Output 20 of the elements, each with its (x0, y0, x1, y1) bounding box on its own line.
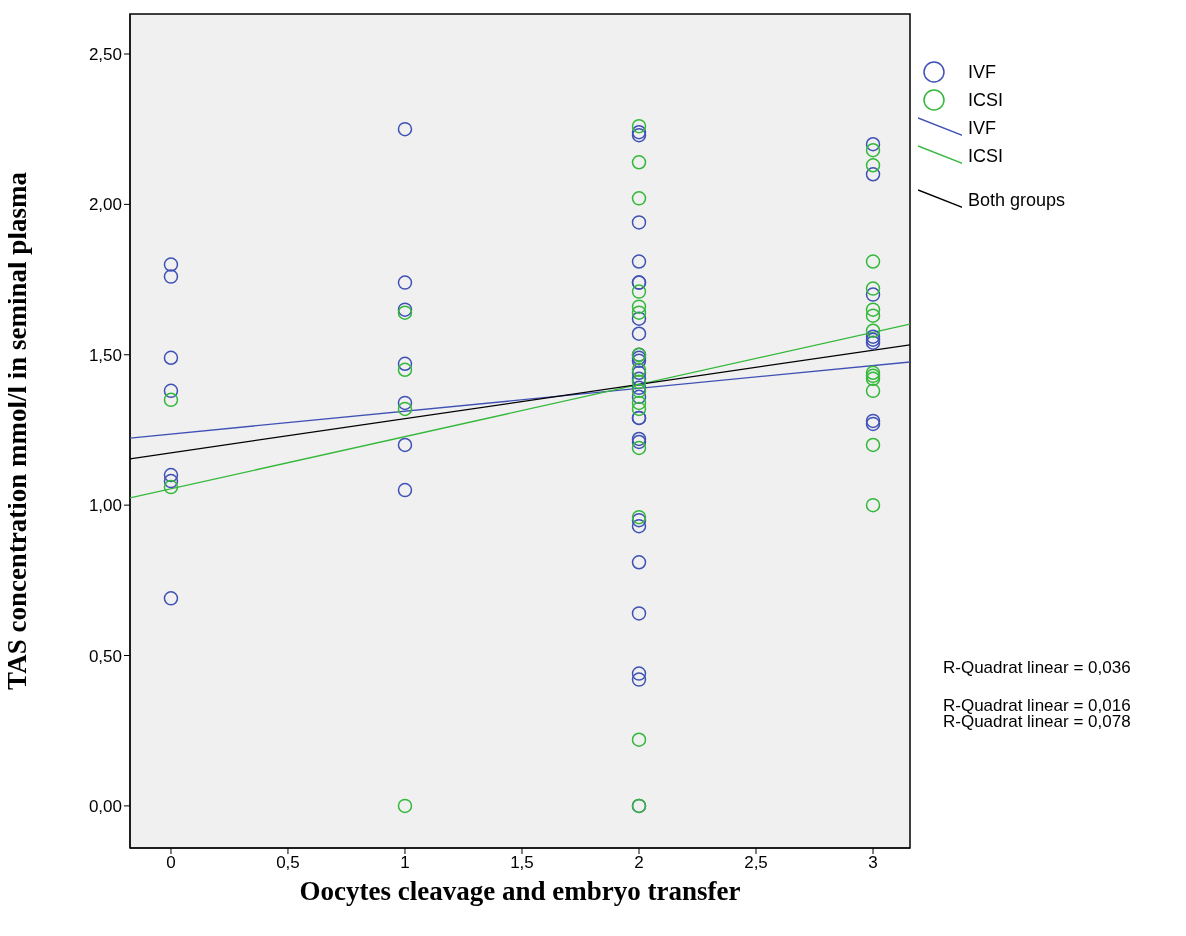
x-tick-label: 1,5 (510, 853, 534, 873)
legend-label: IVF (968, 117, 997, 139)
x-axis-title: Oocytes cleavage and embryo transfer (298, 876, 742, 907)
x-tick-label: 2 (634, 853, 644, 873)
text: R-Quadrat linear = 0,036 (943, 658, 1131, 678)
y-tick-label: 1,00 (88, 496, 122, 516)
legend-label: ICSI (968, 89, 1004, 111)
y-tick-label: 0,00 (88, 796, 122, 816)
y-tick-label: 2,00 (88, 195, 122, 215)
x-tick-label: 0,5 (276, 853, 300, 873)
legend-label: IVF (968, 61, 997, 83)
x-tick-label: 2,5 (744, 853, 768, 873)
x-tick-label: 1 (400, 853, 410, 873)
y-tick-label: 2,50 (88, 45, 122, 65)
legend-label: ICSI (968, 145, 1004, 167)
y-tick-label: 1,50 (88, 345, 122, 365)
legend-label: Both groups (968, 189, 1066, 211)
x-tick-label: 0 (166, 853, 176, 873)
y-tick-label: 0,50 (88, 646, 122, 666)
x-tick-label: 3 (868, 853, 878, 873)
